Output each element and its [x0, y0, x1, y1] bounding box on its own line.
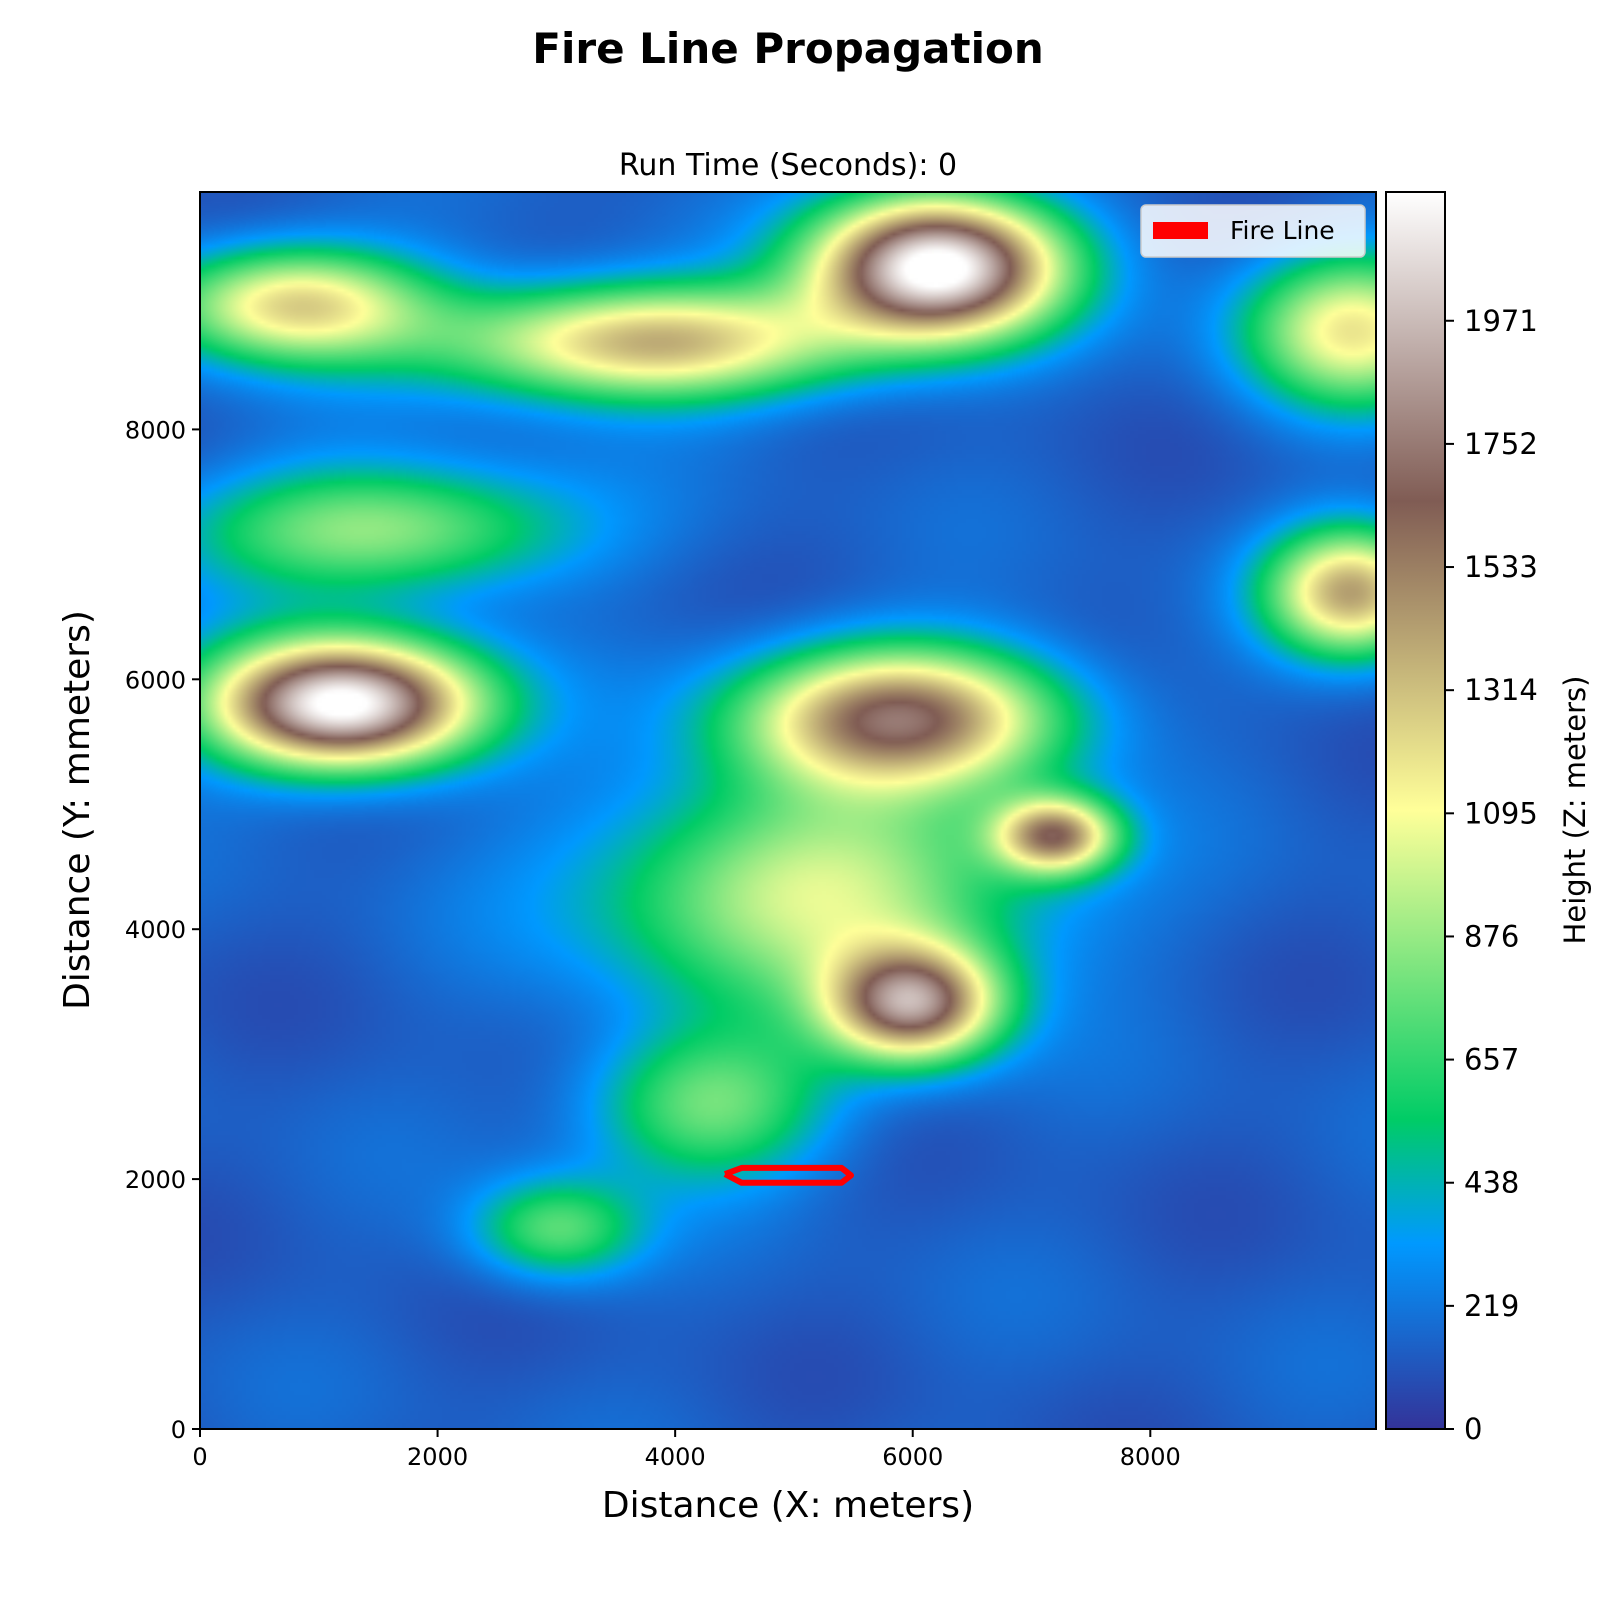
heatmap-area	[200, 192, 1376, 1429]
y-tick-label: 6000	[125, 666, 186, 694]
legend-swatch-fire-line	[1153, 222, 1208, 239]
x-tick-label: 8000	[1120, 1443, 1181, 1471]
legend-label-fire-line: Fire Line	[1230, 216, 1335, 245]
colorbar-tick-label: 876	[1464, 919, 1519, 953]
plot-frame	[199, 191, 1377, 1430]
colorbar-ticks: 0 219 438 657 876 1095 1314 1533 1752 1971	[1445, 304, 1538, 1446]
colorbar-tick-label: 1314	[1464, 673, 1538, 707]
colorbar-tick-label: 1533	[1464, 550, 1538, 584]
x-tick-label: 0	[192, 1443, 207, 1471]
colorbar	[1385, 191, 1446, 1430]
colorbar-tick-label: 219	[1464, 1289, 1519, 1323]
colorbar-tick-label: 438	[1464, 1166, 1519, 1200]
colorbar-tick-label: 0	[1464, 1412, 1482, 1446]
legend: Fire Line	[1140, 204, 1366, 258]
y-tick-label: 4000	[125, 916, 186, 944]
colorbar-tick-label: 1971	[1464, 304, 1538, 338]
colorbar-tick-label: 657	[1464, 1043, 1519, 1077]
legend-box	[1140, 204, 1366, 258]
y-axis-ticks: 0 2000 4000 6000 8000	[125, 416, 200, 1444]
fire-line	[723, 1164, 854, 1186]
figure-title: Fire Line Propagation	[532, 24, 1043, 73]
x-tick-label: 4000	[645, 1443, 706, 1471]
terrain-heatmap	[200, 192, 1376, 1429]
x-axis-ticks: 0 2000 4000 6000 8000	[192, 1429, 1181, 1471]
y-axis-label: Distance (Y: mmeters)	[57, 610, 98, 1010]
y-tick-label: 8000	[125, 416, 186, 444]
x-axis-label: Distance (X: meters)	[602, 1485, 974, 1526]
colorbar-tick-label: 1095	[1464, 796, 1538, 830]
y-tick-label: 0	[171, 1416, 186, 1444]
colorbar-label: Height (Z: meters)	[1558, 676, 1592, 945]
colorbar-tick-label: 1752	[1464, 427, 1538, 461]
y-tick-label: 2000	[125, 1166, 186, 1194]
x-tick-label: 2000	[407, 1443, 468, 1471]
x-tick-label: 6000	[882, 1443, 943, 1471]
plot-subtitle: Run Time (Seconds): 0	[619, 148, 957, 183]
